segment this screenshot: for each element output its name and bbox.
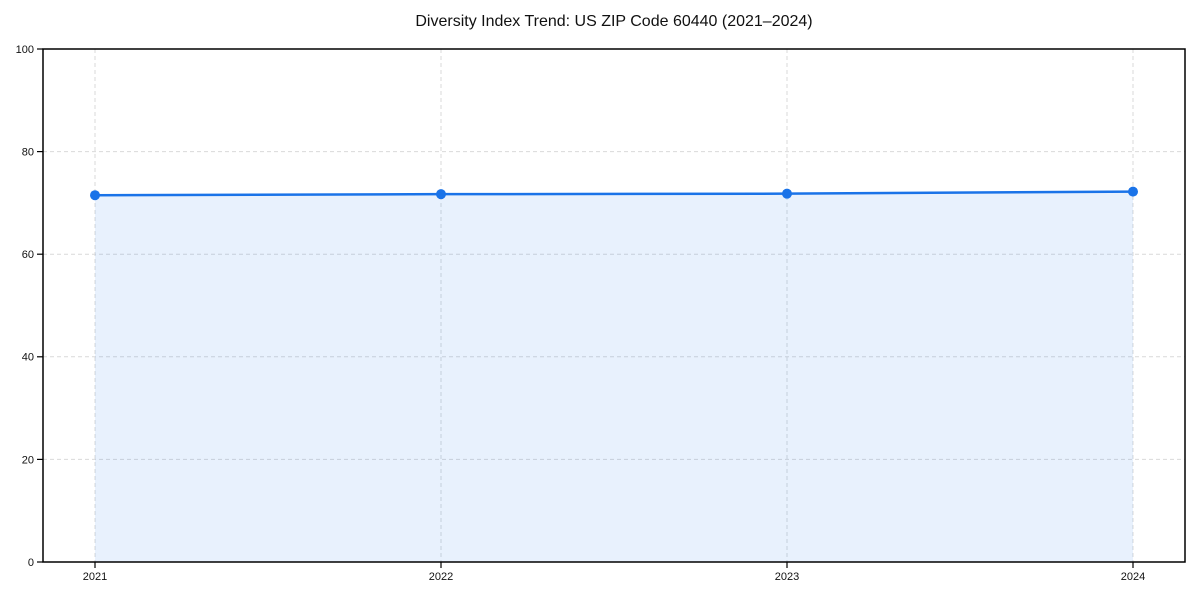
x-tick-label: 2021 xyxy=(83,571,107,583)
data-point-2022 xyxy=(436,189,446,200)
x-tick-label: 2024 xyxy=(1121,571,1145,583)
y-tick-label: 100 xyxy=(16,44,34,56)
chart-title: Diversity Index Trend: US ZIP Code 60440… xyxy=(415,13,813,30)
plot-border xyxy=(42,48,1186,563)
data-point-2024 xyxy=(1128,186,1138,197)
y-tick-label: 0 xyxy=(28,557,34,569)
data-point-2023 xyxy=(782,188,792,199)
trend-line xyxy=(93,190,1135,197)
y-tick-label: 80 xyxy=(22,146,34,158)
y-tick-label: 20 xyxy=(22,454,34,466)
y-tick-label: 40 xyxy=(22,352,34,364)
area-fill xyxy=(95,191,1133,562)
x-tick-label: 2022 xyxy=(429,571,453,583)
data-point-2021 xyxy=(90,190,100,201)
y-tick-label: 60 xyxy=(22,249,34,261)
x-tick-label: 2023 xyxy=(775,571,799,583)
